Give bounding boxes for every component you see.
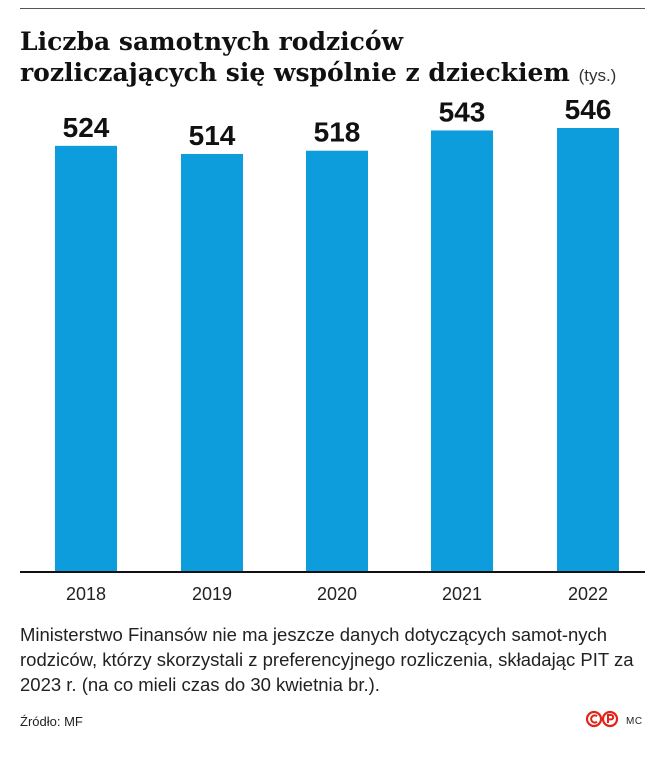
bar-2021 xyxy=(431,130,493,571)
bar-2022 xyxy=(557,128,619,571)
bar-2019 xyxy=(181,153,243,571)
x-tick-label-2019: 2019 xyxy=(192,584,232,604)
footnote: Ministerstwo Finansów nie ma jeszcze dan… xyxy=(20,624,634,695)
bar-2018 xyxy=(55,145,117,571)
x-tick-label-2018: 2018 xyxy=(66,584,106,604)
x-tick-label-2020: 2020 xyxy=(317,584,357,604)
bar-chart: 524 2018 514 2019 518 2020 543 2021 546 2022 xyxy=(20,94,645,604)
value-label-2022: 546 xyxy=(565,94,612,125)
value-label-2021: 543 xyxy=(439,96,486,127)
x-tick-label-2021: 2021 xyxy=(442,584,482,604)
author-credit: MC xyxy=(626,716,643,727)
bar-2020 xyxy=(306,150,368,571)
x-tick-label-2022: 2022 xyxy=(568,584,608,604)
value-label-2020: 518 xyxy=(314,117,361,148)
cp-logo-icon xyxy=(586,710,619,728)
source-label: Źródło: MF xyxy=(20,714,83,729)
chart-title-line2: rozliczających się wspólnie z dzieckiem xyxy=(20,58,570,87)
value-label-2018: 524 xyxy=(63,112,110,143)
chart-title: Liczba samotnych rodziców rozliczających… xyxy=(20,26,640,91)
chart-unit: (tys.) xyxy=(578,66,617,85)
chart-title-line1: Liczba samotnych rodziców xyxy=(20,27,404,56)
value-label-2019: 514 xyxy=(189,120,236,151)
top-rule xyxy=(20,8,645,9)
